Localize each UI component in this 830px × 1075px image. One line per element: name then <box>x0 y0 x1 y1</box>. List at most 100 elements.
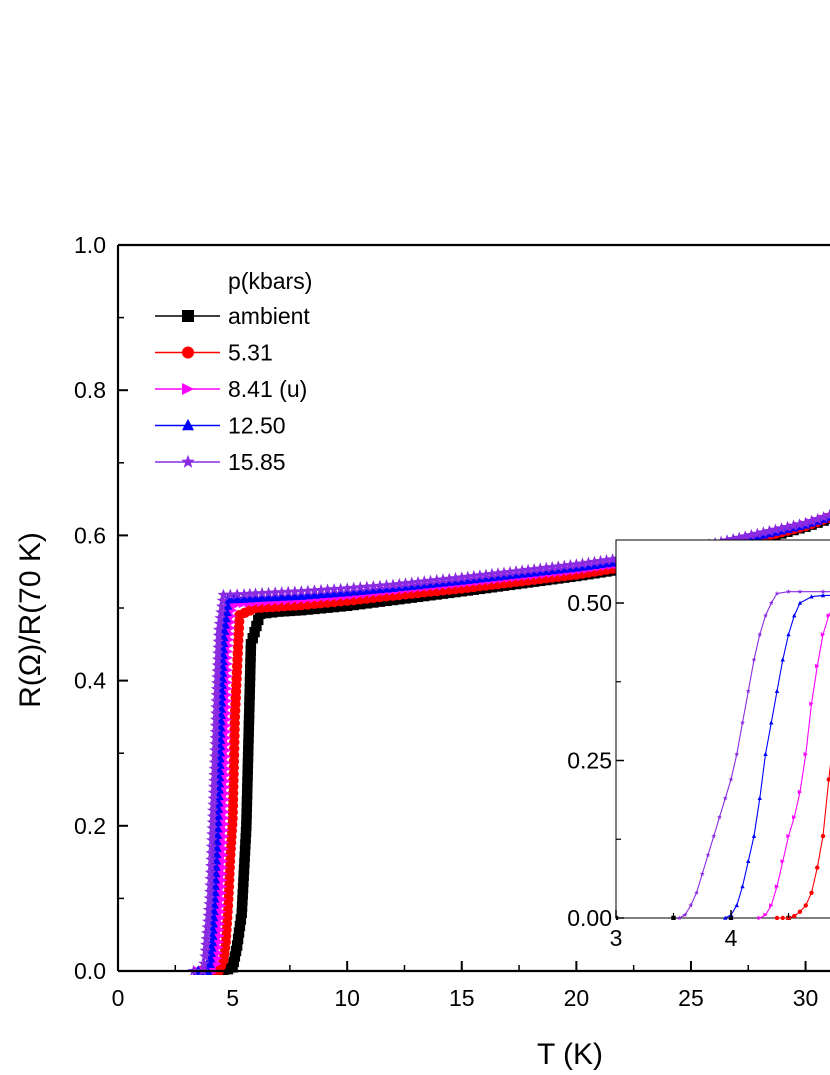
legend-marker <box>182 418 194 431</box>
data-point <box>235 914 247 925</box>
data-point <box>245 657 256 669</box>
inset-data-point <box>688 902 694 908</box>
data-point <box>232 933 244 945</box>
data-point <box>204 866 217 878</box>
data-point <box>540 561 553 573</box>
legend-label: 12.50 <box>228 413 286 439</box>
legend-label: 5.31 <box>228 340 273 366</box>
data-point <box>387 578 399 590</box>
data-point <box>528 563 541 575</box>
x-tick-label: 10 <box>334 985 360 1011</box>
data-point <box>461 570 474 582</box>
inset-data-point <box>797 600 803 605</box>
data-point <box>510 565 522 577</box>
data-point <box>210 688 223 701</box>
data-point <box>405 576 418 588</box>
inset-x-tick-label: 3 <box>610 925 623 951</box>
data-point <box>243 726 254 738</box>
inset-data-point <box>820 589 826 594</box>
data-point <box>757 526 770 538</box>
data-point <box>582 556 595 568</box>
data-point <box>236 907 247 919</box>
data-point <box>207 798 220 810</box>
inset-data-point <box>786 589 791 594</box>
data-point <box>241 820 252 831</box>
inset-plot: 0.00 0.25 0.50 3 4 <box>567 539 830 951</box>
inset-data-point <box>774 915 780 920</box>
data-point <box>504 565 516 578</box>
data-point <box>204 872 217 885</box>
data-point <box>600 554 613 566</box>
data-point <box>210 701 223 713</box>
data-point <box>739 530 752 542</box>
inset-data-point <box>803 903 808 908</box>
data-point <box>209 731 222 744</box>
data-point <box>237 895 248 906</box>
legend-marker <box>182 310 194 322</box>
data-point <box>341 582 354 594</box>
inset-data-point <box>774 688 780 693</box>
inset-series-8-41-u- <box>757 611 830 920</box>
inset-data-point <box>757 915 762 920</box>
data-point <box>261 607 272 619</box>
legend-item: 5.31 <box>155 340 273 366</box>
inset-data-point <box>786 833 791 839</box>
data-point <box>244 676 256 688</box>
data-point <box>418 575 431 587</box>
data-point <box>480 568 492 580</box>
data-point <box>558 559 571 571</box>
data-point <box>249 587 262 599</box>
data-point <box>269 586 282 598</box>
inset-data-point <box>803 752 808 757</box>
data-point <box>570 558 583 570</box>
data-point <box>380 579 393 591</box>
inset-data-point <box>763 751 768 756</box>
y-tick-label: 0.4 <box>74 668 106 694</box>
data-point <box>210 682 223 695</box>
legend: p(kbars) ambient 5.31 8.41 (u) 12.50 15.85 <box>155 268 312 475</box>
data-point <box>209 713 222 725</box>
data-point <box>241 814 252 825</box>
inset-data-point <box>722 795 728 801</box>
inset-background <box>615 539 830 919</box>
data-point <box>243 745 254 756</box>
data-point <box>606 553 619 565</box>
inset-series-15-85 <box>676 589 830 920</box>
data-point <box>823 509 830 521</box>
data-point <box>200 932 213 945</box>
data-point <box>205 859 217 872</box>
x-tick-label: 5 <box>226 985 239 1011</box>
y-tick-label: 0.8 <box>74 377 106 403</box>
inset-data-point <box>797 589 803 594</box>
inset-data-point <box>786 632 791 637</box>
data-point <box>211 677 223 689</box>
data-point <box>209 725 222 737</box>
inset-data-point <box>809 890 814 895</box>
inset-data-point <box>757 631 763 637</box>
data-point <box>367 580 380 592</box>
data-point <box>204 958 215 968</box>
data-point <box>245 651 256 663</box>
data-point <box>201 915 214 927</box>
inset-y-tick-label: 0.00 <box>567 905 612 931</box>
data-point <box>308 584 321 596</box>
data-point <box>249 626 260 638</box>
inset-series-line <box>679 591 830 919</box>
data-point <box>424 574 437 586</box>
data-point <box>817 511 830 523</box>
inset-data-point <box>682 912 688 917</box>
inset-y-tick-label: 0.50 <box>567 590 612 616</box>
data-point <box>239 857 250 869</box>
data-point <box>240 833 251 844</box>
data-point <box>347 581 360 593</box>
data-point <box>288 585 301 597</box>
data-point <box>242 770 253 781</box>
data-point <box>229 951 241 962</box>
data-point <box>231 940 243 951</box>
inset-data-point <box>797 909 803 914</box>
data-point <box>200 938 212 950</box>
data-point <box>473 569 486 581</box>
data-point <box>243 720 255 731</box>
data-point <box>244 670 256 681</box>
